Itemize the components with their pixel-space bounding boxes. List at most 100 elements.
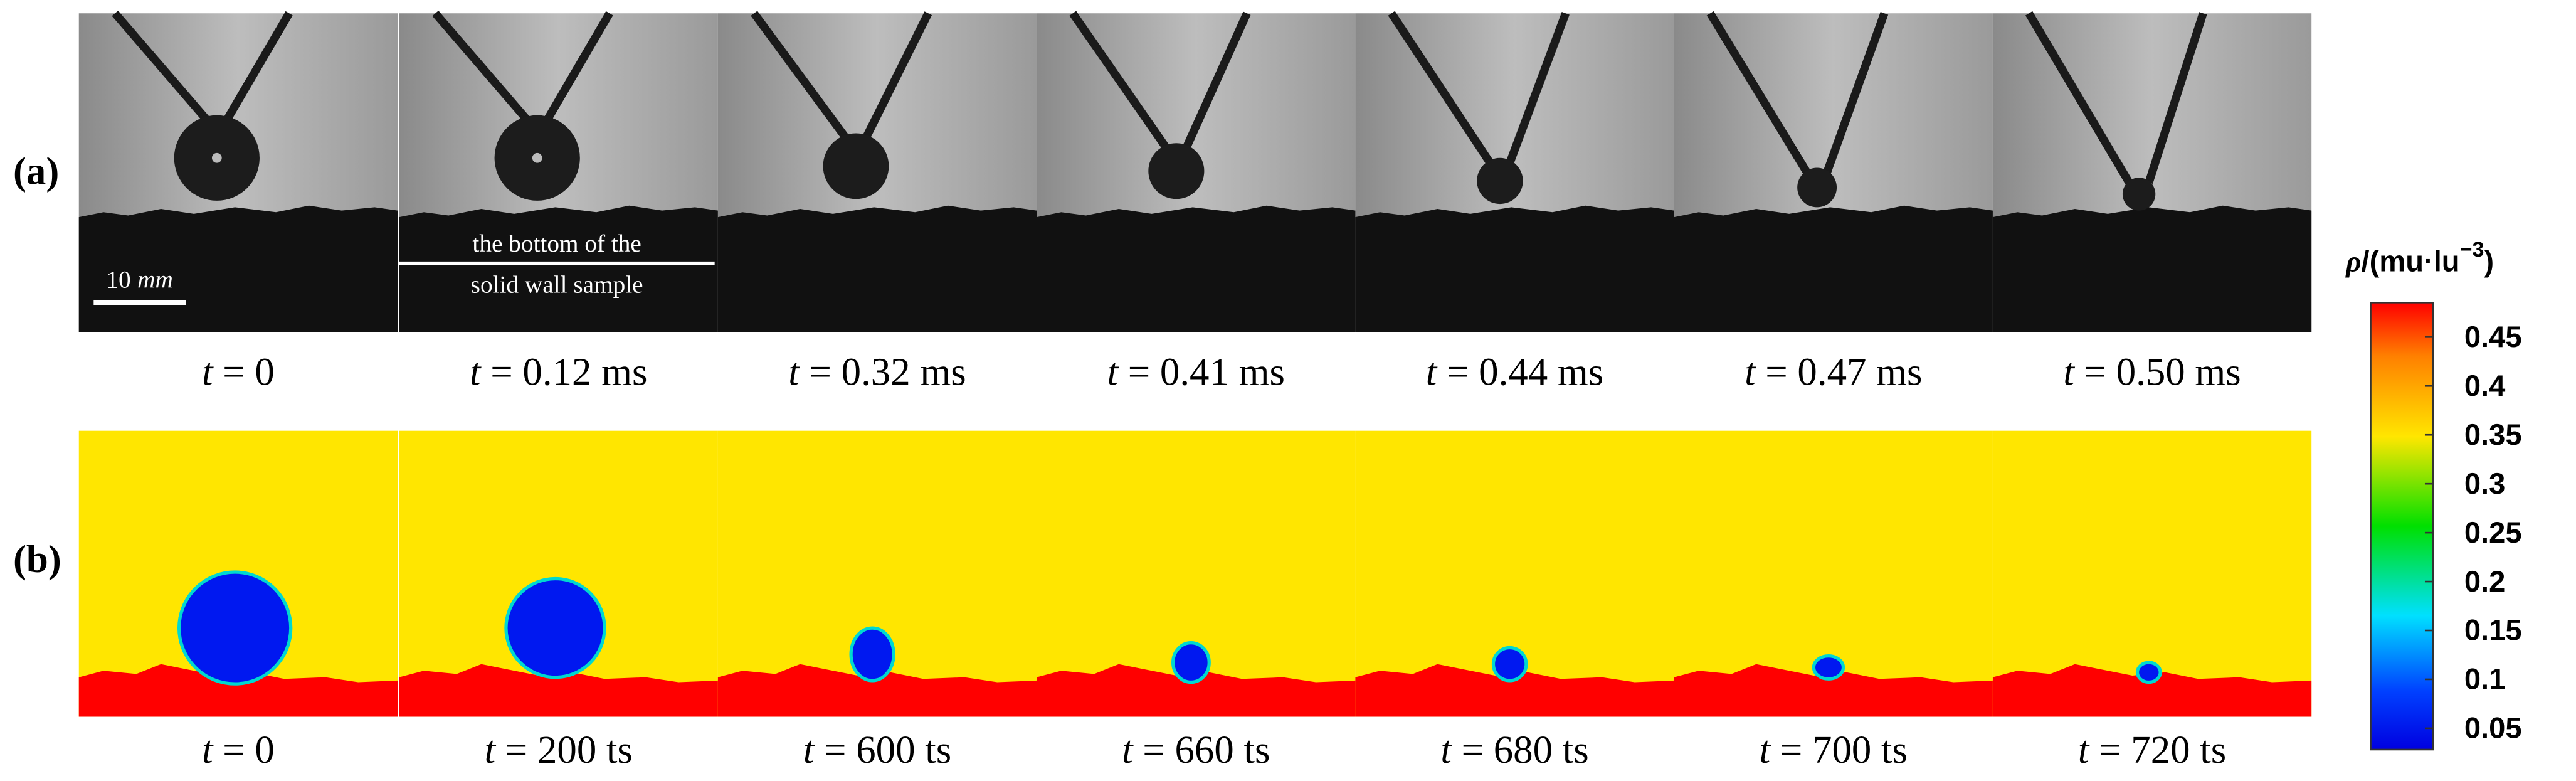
sim-droplet xyxy=(504,576,606,679)
sim-droplet xyxy=(177,570,293,686)
wall-note: solid wall sample xyxy=(471,272,643,299)
wall xyxy=(1037,205,1356,332)
sim-wall xyxy=(1037,664,1356,717)
sim-frame xyxy=(399,430,718,717)
time-label: t = 0 xyxy=(202,728,275,772)
time-value: = 0 xyxy=(223,349,275,393)
time-label: t = 0.41 ms xyxy=(1107,349,1285,393)
time-symbol: t xyxy=(1745,349,1756,393)
droplet xyxy=(1797,167,1837,208)
time-label: t = 0.32 ms xyxy=(788,349,966,393)
needle xyxy=(862,11,932,141)
sim-wall xyxy=(1674,664,1993,717)
time-label: t = 0.44 ms xyxy=(1426,349,1603,393)
time-symbol: t xyxy=(2063,349,2075,393)
sim-wall xyxy=(399,664,718,717)
scale-bar-label: 10 mm xyxy=(106,267,173,294)
sim-droplet xyxy=(1171,641,1211,684)
time-symbol: t xyxy=(1107,349,1119,393)
time-value: = 0.44 ms xyxy=(1447,349,1603,393)
sim-wall xyxy=(717,664,1037,717)
wall xyxy=(1355,205,1674,332)
time-value: = 0.12 ms xyxy=(490,349,647,393)
time-value: = 600 ts xyxy=(824,728,951,772)
colorbar-title: ρ/(mu·lu−3) xyxy=(2345,238,2494,279)
photo-frame xyxy=(399,10,718,332)
wall xyxy=(1674,205,1993,332)
droplet xyxy=(1148,143,1205,199)
droplet-highlight xyxy=(532,152,542,163)
time-label: t = 700 ts xyxy=(1760,728,1908,772)
sim-frame xyxy=(78,430,398,717)
sim-frame xyxy=(1992,430,2312,717)
droplet xyxy=(2122,178,2156,211)
sim-frame xyxy=(1355,430,1674,717)
colorbar-tick-label: 0.4 xyxy=(2464,369,2506,402)
needle xyxy=(112,10,211,123)
time-symbol: t xyxy=(1122,728,1134,772)
time-label: t = 680 ts xyxy=(1440,728,1588,772)
sim-frame xyxy=(717,430,1037,717)
sim-wall xyxy=(1992,664,2312,717)
time-label: t = 200 ts xyxy=(485,728,633,772)
sim-droplet xyxy=(1812,654,1845,681)
time-label: t = 0.50 ms xyxy=(2063,349,2241,393)
time-value: = 680 ts xyxy=(1462,728,1589,772)
needle xyxy=(2145,12,2207,184)
time-symbol: t xyxy=(1426,349,1438,393)
time-symbol: t xyxy=(202,349,214,393)
sim-droplet xyxy=(849,626,895,683)
needle xyxy=(751,11,850,141)
colorbar xyxy=(2370,302,2434,751)
needle xyxy=(223,11,293,122)
sim-wall xyxy=(78,664,398,717)
droplet xyxy=(1477,157,1523,205)
sim-wall xyxy=(1355,664,1674,717)
colorbar-tick-label: 0.2 xyxy=(2464,565,2506,598)
time-label: t = 720 ts xyxy=(2078,728,2226,772)
time-value: = 0.50 ms xyxy=(2084,349,2241,393)
time-value: = 0.32 ms xyxy=(809,349,966,393)
colorbar-tick-label: 0.35 xyxy=(2464,418,2522,451)
time-value: = 0 xyxy=(223,728,275,772)
colorbar-tick-label: 0.1 xyxy=(2464,662,2506,696)
photo-frame xyxy=(1674,11,1993,332)
sim-droplet xyxy=(2135,661,2162,684)
colorbar-tick-label: 0.25 xyxy=(2464,516,2522,549)
time-symbol: t xyxy=(470,349,482,393)
needle xyxy=(1506,11,1570,164)
droplet-highlight xyxy=(211,152,222,163)
wall xyxy=(717,205,1037,332)
time-value: = 200 ts xyxy=(505,728,633,772)
time-value: = 700 ts xyxy=(1780,728,1908,772)
colorbar-tick-label: 0.05 xyxy=(2464,711,2522,745)
wall xyxy=(399,205,718,332)
time-symbol: t xyxy=(485,728,497,772)
time-label: t = 600 ts xyxy=(803,728,951,772)
needle xyxy=(2025,11,2133,185)
wall-note: the bottom of the xyxy=(472,230,641,257)
time-value: = 0.47 ms xyxy=(1765,349,1922,393)
time-symbol: t xyxy=(2078,728,2090,772)
time-symbol: t xyxy=(202,728,214,772)
time-value: = 660 ts xyxy=(1143,728,1270,772)
panel-label: (a) xyxy=(13,149,59,193)
sim-frame xyxy=(1674,430,1993,717)
needle xyxy=(543,11,613,122)
time-symbol: t xyxy=(1440,728,1452,772)
scale-value: 10 xyxy=(106,267,130,294)
wall xyxy=(1992,205,2312,332)
needle xyxy=(1182,11,1251,150)
panel-label: (b) xyxy=(13,537,61,581)
photo-frame xyxy=(1355,11,1674,332)
needle xyxy=(1706,11,1811,175)
time-value: = 720 ts xyxy=(2099,728,2226,772)
scale-unit: mm xyxy=(137,267,173,294)
colorbar-tick-label: 0.3 xyxy=(2464,467,2506,500)
colorbar-tick-label: 0.15 xyxy=(2464,614,2522,647)
needle xyxy=(1069,11,1170,151)
colorbar-tick-label: 0.45 xyxy=(2464,320,2522,353)
photo-frame xyxy=(717,11,1037,332)
